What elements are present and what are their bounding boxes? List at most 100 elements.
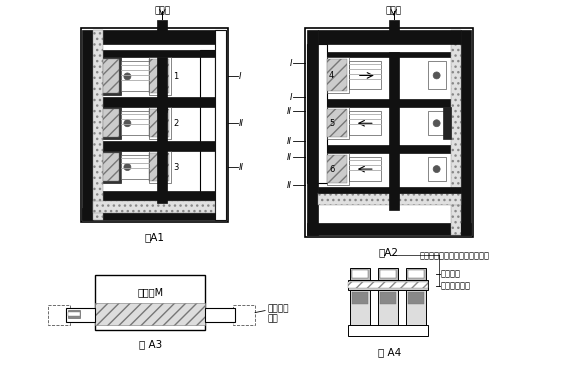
Bar [121,111,149,135]
Bar [103,107,121,139]
Circle shape [433,166,440,173]
Text: 1: 1 [173,72,178,81]
Bar [121,62,149,91]
Text: 相邻出口通过三通桥式接头汇集: 相邻出口通过三通桥式接头汇集 [419,251,490,260]
Bar [149,151,171,183]
Bar [327,107,349,139]
Bar [103,191,215,201]
Bar [149,60,169,93]
Bar [103,141,215,151]
Text: 封闭螺钉: 封闭螺钉 [267,304,288,313]
Text: 进油口: 进油口 [154,7,170,15]
Text: 5: 5 [329,119,334,128]
Bar [318,29,460,44]
Bar [215,29,226,220]
Bar [327,99,449,107]
Text: 中空螺钉: 中空螺钉 [441,269,460,278]
Bar [327,109,347,137]
Bar [327,58,349,93]
Bar [428,111,445,135]
Text: II: II [239,163,244,171]
Bar [95,275,205,329]
Bar [83,208,226,220]
Bar [378,289,398,325]
Bar [233,305,255,325]
Bar [103,153,119,181]
Bar [103,29,215,44]
Bar [460,29,471,235]
Bar [327,60,347,91]
Bar [348,282,428,288]
Text: I: I [290,59,292,68]
Bar [149,58,171,95]
Text: 图 A4: 图 A4 [378,348,402,358]
Bar [318,187,460,193]
Text: II: II [239,119,244,128]
Bar [318,193,460,205]
Bar [408,270,424,278]
Circle shape [433,72,440,79]
Circle shape [124,164,131,171]
Bar [121,155,149,179]
Bar [348,280,428,289]
Circle shape [433,120,440,127]
Text: 进油口: 进油口 [385,7,402,15]
Bar [380,270,396,278]
Bar [327,153,349,185]
Bar [327,145,449,153]
Bar [389,20,399,39]
Bar [307,223,471,235]
Bar [200,50,215,201]
Text: 3: 3 [173,163,179,171]
Bar [103,109,119,137]
Bar [93,201,215,213]
Circle shape [124,73,131,80]
Bar [103,151,121,183]
Bar [352,270,368,278]
Bar [327,51,449,58]
Text: 2: 2 [173,119,178,128]
Text: II: II [287,180,292,190]
Bar [352,292,368,304]
Bar [103,50,215,58]
Bar [378,268,398,280]
Bar [68,310,80,318]
Circle shape [124,120,131,127]
Text: II: II [287,137,292,146]
Bar [83,29,93,220]
Text: 图A2: 图A2 [379,247,399,257]
Bar [349,157,381,181]
Bar [349,62,381,89]
Bar [389,99,399,147]
Bar [68,312,80,315]
Text: I: I [290,93,292,102]
Bar [406,268,426,280]
Bar [389,145,399,210]
Text: 中间块M: 中间块M [137,288,163,298]
Bar [103,60,119,93]
Bar [81,27,228,222]
Bar [158,98,167,149]
Bar [47,305,69,325]
Bar [327,155,347,183]
Bar [307,44,327,183]
Bar [428,62,445,89]
Bar [350,289,370,325]
Bar [149,109,169,137]
Text: II: II [287,152,292,162]
Bar [149,153,169,181]
Bar [305,27,473,237]
Bar [389,51,399,99]
Text: II: II [287,107,292,116]
Bar [307,29,318,235]
Text: 螺堵: 螺堵 [267,314,278,323]
Bar [149,107,171,139]
Bar [380,292,396,304]
Bar [158,20,167,39]
Bar [205,308,235,322]
Bar [158,58,167,112]
Text: I: I [239,72,242,81]
Bar [350,268,370,280]
Bar [348,325,428,336]
Bar [158,141,167,203]
